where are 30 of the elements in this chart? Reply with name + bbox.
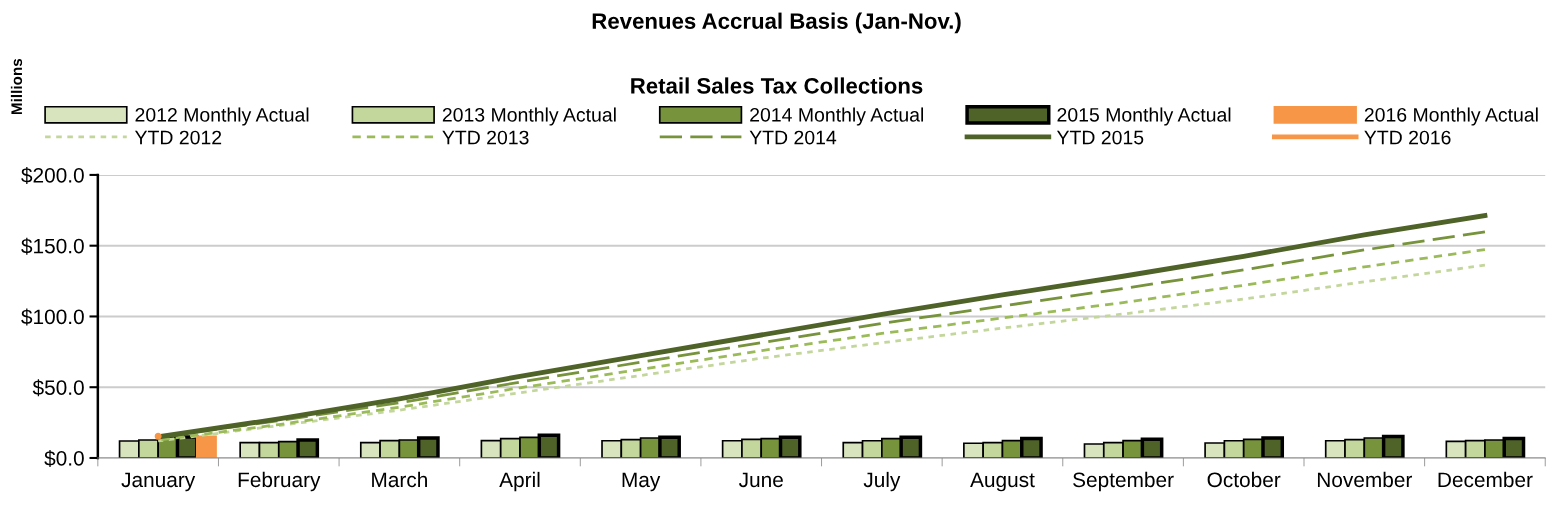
legend-label: 2012 Monthly Actual — [135, 107, 309, 126]
x-tick-label: January — [121, 472, 196, 492]
chart-subtitle: Retail Sales Tax Collections — [631, 77, 923, 94]
x-tick-label: April — [499, 471, 540, 492]
y-tick-label: $0.0 — [44, 450, 84, 467]
x-tick-label: August — [970, 472, 1035, 492]
x-tick-label: December — [1438, 471, 1533, 488]
legend-label: YTD 2014 — [749, 130, 837, 145]
y-tick-label: $200.0 — [21, 167, 84, 184]
x-tick-label: October — [1207, 471, 1281, 488]
legend-label: 2015 Monthly Actual — [1057, 107, 1231, 126]
y-tick-label: $50.0 — [32, 379, 84, 397]
x-tick-label: November — [1317, 471, 1413, 488]
legend-label: YTD 2015 — [1056, 130, 1144, 145]
legend-label: 2013 Monthly Actual — [442, 107, 616, 126]
legend-label: YTD 2013 — [442, 130, 529, 145]
legend-label: YTD 2016 — [1364, 130, 1451, 145]
legend-label: 2016 Monthly Actual — [1364, 107, 1538, 126]
x-tick-label: February — [238, 471, 321, 492]
legend-label: 2014 Monthly Actual — [750, 107, 924, 126]
x-tick-label: July — [863, 471, 901, 492]
chart-title: Revenues Accrual Basis (Jan-Nov.) — [592, 12, 961, 34]
legend-label: YTD 2012 — [134, 130, 222, 145]
x-tick-label: May — [622, 472, 661, 492]
y-axis-title: Millions — [10, 58, 23, 115]
x-tick-label: June — [738, 472, 783, 488]
x-tick-label: September — [1073, 471, 1174, 492]
y-tick-label: $150.0 — [21, 237, 84, 255]
y-tick-label: $100.0 — [21, 308, 84, 326]
x-tick-label: March — [372, 471, 427, 488]
